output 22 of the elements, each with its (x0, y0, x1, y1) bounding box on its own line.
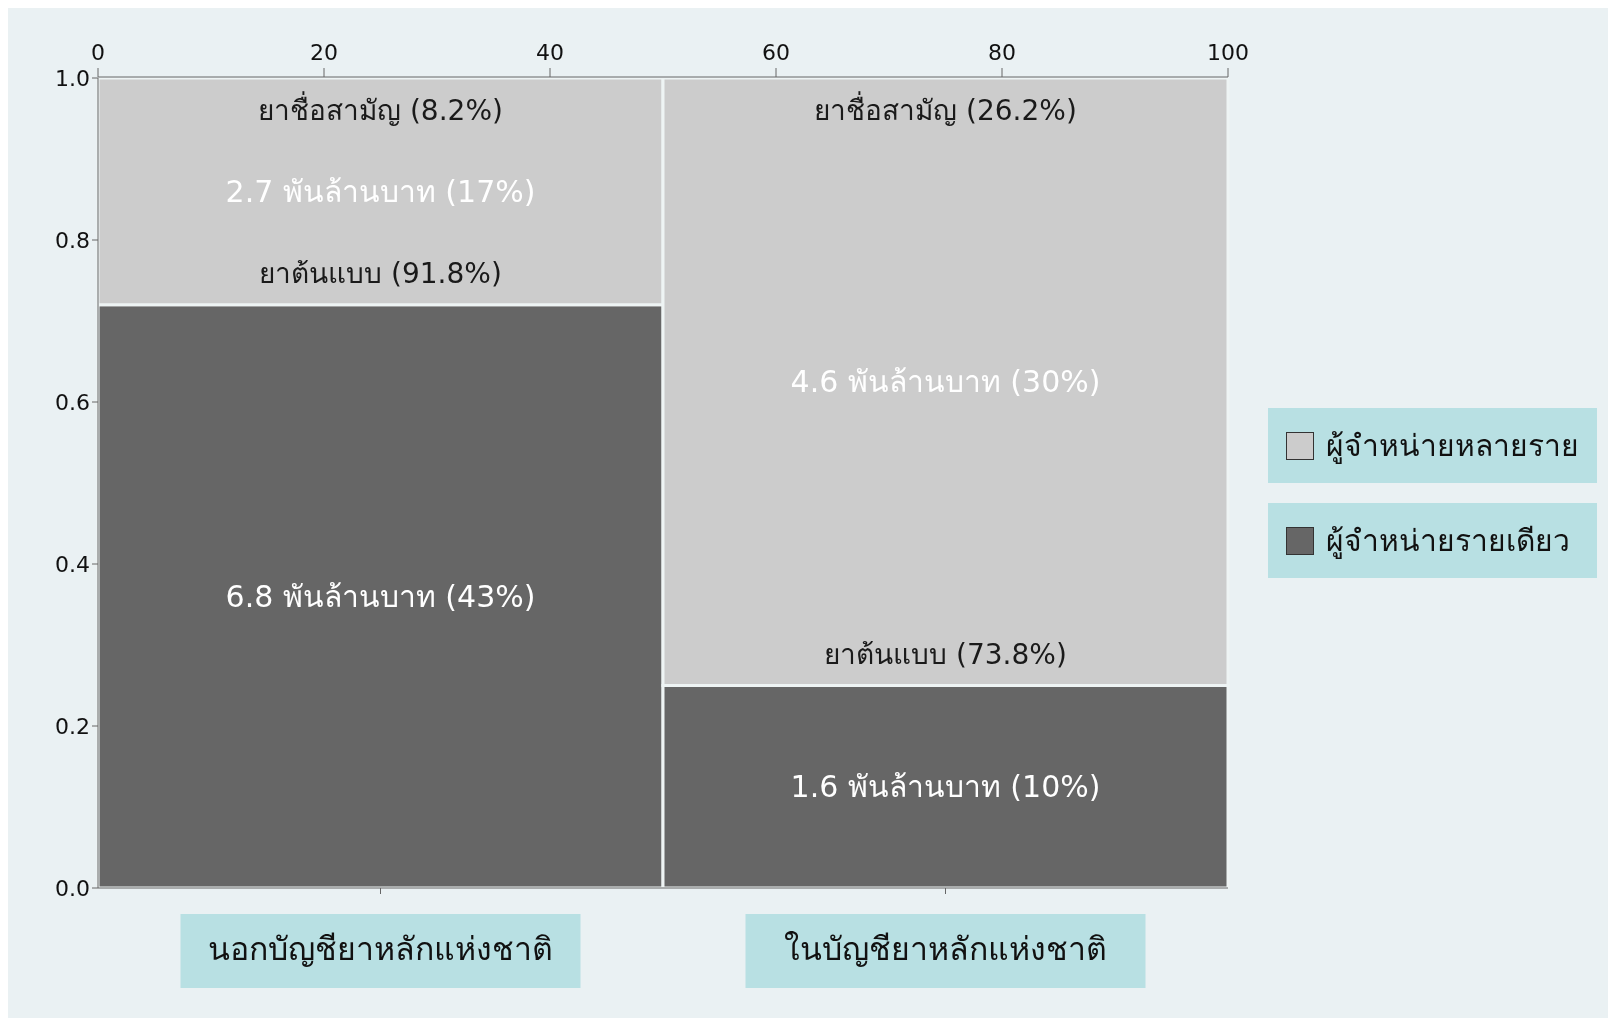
y-tick-label: 0.2 (55, 713, 90, 739)
x2-tick-label: 20 (310, 40, 338, 65)
x2-tick-label: 0 (91, 40, 105, 65)
y-tick-label: 1.0 (55, 65, 90, 91)
annotation: 1.6 พันล้านบาท (10%) (790, 769, 1101, 805)
annotation: ยาชื่อสามัญ (26.2%) (814, 90, 1077, 127)
x2-tick-label: 40 (536, 40, 564, 65)
x2-tick-label: 100 (1207, 40, 1249, 65)
y-tick-label: 0.0 (55, 875, 90, 901)
annotation: ยาต้นแบบ (73.8%) (824, 637, 1067, 671)
annotation: ยาชื่อสามัญ (8.2%) (258, 90, 503, 127)
legend-label: ผู้จำหน่ายรายเดียว (1326, 522, 1570, 561)
y-tick-label: 0.8 (55, 227, 90, 253)
annotation: ยาต้นแบบ (91.8%) (259, 256, 502, 290)
text: ผู้จำหน่ายหลายราย (1326, 427, 1579, 466)
x-tick-label: ในบัญชียาหลักแห่งชาติ (784, 930, 1107, 968)
annotation: 6.8 พันล้านบาท (43%) (225, 579, 536, 615)
y-tick-label: 0.6 (55, 389, 90, 415)
x2-tick-label: 60 (762, 40, 790, 65)
x-tick-label: นอกบัญชียาหลักแห่งชาติ (208, 930, 553, 968)
x2-tick-label: 80 (988, 40, 1016, 65)
y-tick-label: 0.4 (55, 551, 90, 577)
